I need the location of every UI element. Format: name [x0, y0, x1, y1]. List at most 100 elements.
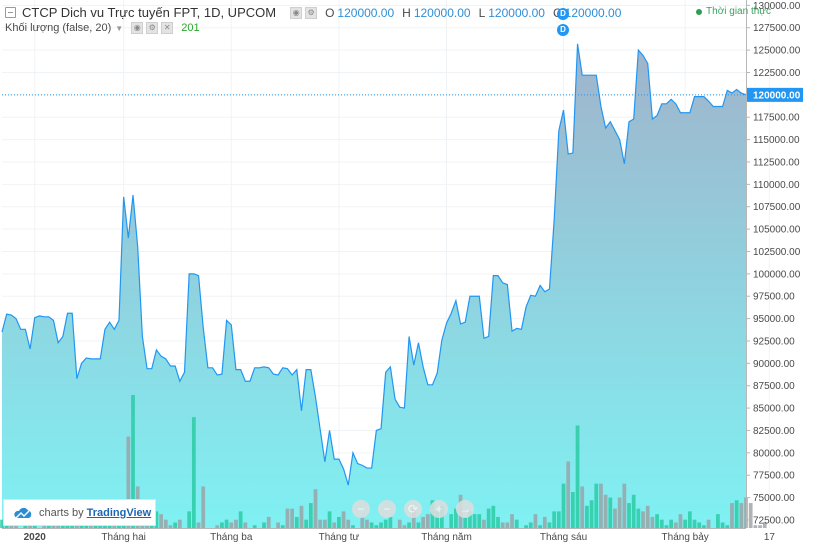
- volume-bar: [510, 514, 514, 528]
- realtime-status: Thời gian thực: [696, 6, 771, 17]
- volume-bar: [589, 500, 594, 528]
- brand-link[interactable]: TradingView: [86, 506, 152, 519]
- volume-bar: [552, 511, 557, 529]
- volume-bar: [561, 483, 566, 528]
- volume-bar: [627, 503, 631, 528]
- ohlc-open-value: 120000.00: [337, 5, 395, 20]
- reset-button[interactable]: ⟳: [404, 500, 422, 518]
- eye-icon[interactable]: ◉: [131, 22, 144, 34]
- x-tick-label: Tháng hai: [101, 532, 145, 543]
- volume-bar: [304, 519, 309, 528]
- price-line[interactable]: [1, 43, 747, 486]
- scroll-left-button[interactable]: −: [352, 500, 370, 518]
- y-tick-label: 122500.00: [753, 68, 801, 79]
- volume-bar: [678, 514, 683, 528]
- volume-bar: [730, 503, 734, 528]
- y-tick-label: 97500.00: [753, 292, 795, 303]
- volume-bar: [154, 511, 159, 529]
- volume-bar: [191, 417, 196, 528]
- volume-bar: [603, 494, 608, 528]
- y-tick-label: 80000.00: [753, 448, 795, 459]
- volume-bar: [201, 486, 206, 528]
- volume-bar: [641, 511, 645, 529]
- collapse-icon[interactable]: [5, 7, 16, 18]
- main-legend: CTCP Dich vu Trực tuyến FPT, 1D, UPCOM ◉…: [5, 5, 621, 20]
- volume-bar: [168, 525, 173, 528]
- close-icon[interactable]: ✕: [161, 22, 174, 34]
- dividend-marker[interactable]: D: [557, 8, 569, 20]
- volume-bar: [252, 525, 257, 528]
- settings-icon[interactable]: ⚙: [146, 22, 159, 34]
- volume-bar: [482, 519, 486, 528]
- eye-icon[interactable]: ◉: [290, 6, 303, 19]
- volume-bar: [299, 505, 304, 528]
- volume-bar: [131, 395, 135, 528]
- volume-bar: [687, 511, 692, 529]
- price-area: [2, 43, 746, 528]
- volume-bar: [580, 486, 585, 528]
- volume-bar: [650, 516, 655, 528]
- volume-bar: [702, 525, 706, 528]
- volume-bar: [0, 519, 4, 528]
- volume-bar: [706, 519, 711, 528]
- volume-bar: [720, 522, 725, 528]
- y-tick-label: 87500.00: [753, 381, 795, 392]
- volume-bar: [613, 508, 617, 528]
- volume-bar: [655, 514, 659, 528]
- y-tick-label: 107500.00: [753, 202, 801, 213]
- last-price-label: 120000.00: [753, 90, 801, 101]
- settings-icon[interactable]: ⚙: [305, 6, 318, 19]
- volume-bar: [351, 525, 355, 528]
- volume-bar: [65, 525, 70, 528]
- volume-label: Khối lượng (false, 20): [5, 22, 112, 34]
- volume-bar: [514, 519, 519, 528]
- volume-value: 201: [181, 22, 200, 34]
- volume-bar: [571, 491, 575, 528]
- volume-bar: [51, 525, 56, 528]
- volume-bar: [365, 519, 369, 528]
- zoom-out-button[interactable]: −: [378, 500, 396, 518]
- volume-bar: [599, 483, 603, 528]
- ohlc-low-key: L: [478, 5, 486, 20]
- volume-bar: [220, 522, 224, 528]
- volume-bar: [617, 497, 622, 528]
- volume-bar: [533, 514, 538, 528]
- y-tick-label: 130000.00: [753, 1, 801, 12]
- y-tick-label: 95000.00: [753, 314, 795, 325]
- ohlc-high-value: 120000.00: [413, 5, 471, 20]
- volume-bar: [454, 508, 458, 528]
- y-tick-label: 75000.00: [753, 493, 795, 504]
- volume-bar: [379, 522, 383, 528]
- volume-bar: [449, 514, 454, 528]
- ohlc-low-value: 120000.00: [488, 5, 545, 20]
- volume-bar: [4, 525, 9, 528]
- volume-bar: [337, 516, 341, 528]
- dividend-marker[interactable]: D: [557, 24, 569, 36]
- y-tick-label: 117500.00: [753, 113, 800, 124]
- chevron-down-icon[interactable]: ▼: [115, 23, 124, 33]
- volume-bar: [374, 525, 379, 528]
- volume-bar: [716, 514, 720, 528]
- volume-bar: [697, 522, 702, 528]
- volume-bar: [692, 519, 697, 528]
- volume-bar: [224, 519, 229, 528]
- volume-bar: [491, 505, 496, 528]
- scroll-right-button[interactable]: →: [456, 500, 474, 518]
- volume-bar: [486, 508, 491, 528]
- status-dot-icon: [696, 8, 703, 15]
- volume-bar: [500, 522, 505, 528]
- volume-bar: [556, 511, 561, 529]
- volume-bar: [397, 519, 402, 528]
- volume-bar: [725, 525, 730, 528]
- volume-bar: [739, 503, 744, 528]
- volume-bar: [575, 425, 580, 528]
- volume-bar: [683, 519, 688, 528]
- volume-bar: [187, 511, 192, 529]
- zoom-in-button[interactable]: +: [430, 500, 448, 518]
- volume-bar: [753, 525, 758, 528]
- tradingview-badge[interactable]: charts by TradingView: [3, 499, 156, 526]
- chart-nav: − − ⟳ + →: [352, 500, 482, 518]
- volume-bar: [547, 522, 552, 528]
